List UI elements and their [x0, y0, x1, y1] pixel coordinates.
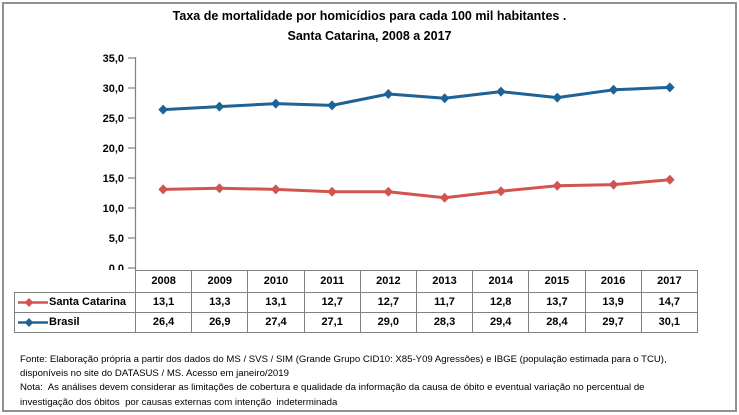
data-point-marker-brasil: [439, 93, 450, 104]
value-cell-santa-catarina: 13,3: [191, 292, 249, 313]
data-point-marker-brasil: [665, 82, 675, 93]
value-cell-santa-catarina: 13,9: [584, 292, 642, 313]
value-cell-brasil: 28,4: [528, 312, 586, 333]
value-cell-santa-catarina: 13,7: [528, 292, 586, 313]
value-cell-santa-catarina: 12,8: [472, 292, 530, 313]
chart-title-line2: Santa Catarina, 2008 a 2017: [287, 29, 452, 43]
value-cell-brasil: 28,3: [415, 312, 474, 333]
data-point-marker-santa-catarina: [665, 174, 675, 185]
footnote-source-line1: Fonte: Elaboração própria a partir dos d…: [20, 354, 667, 365]
legend-label: Santa Catarina: [49, 296, 127, 308]
chart-title: Taxa de mortalidade por homicídios para …: [0, 6, 739, 46]
value-cell-brasil: 27,4: [247, 312, 305, 333]
year-header-cell: 2010: [247, 270, 305, 293]
data-point-marker-santa-catarina: [496, 186, 506, 197]
value-cell-santa-catarina: 12,7: [359, 292, 417, 313]
legend-cell-santa-catarina: Santa Catarina: [14, 292, 136, 313]
footnote: Fonte: Elaboração própria a partir dos d…: [20, 353, 725, 410]
legend-marker-icon: [18, 318, 48, 327]
data-point-marker-santa-catarina: [158, 184, 168, 195]
y-axis-label: 0,0: [109, 263, 124, 270]
y-axis-label: 15,0: [103, 173, 124, 185]
value-cell-brasil: 26,9: [191, 312, 249, 333]
legend-key-brasil: Brasil: [16, 314, 135, 332]
year-header-cell: 2013: [415, 270, 474, 293]
data-point-marker-brasil: [327, 100, 337, 111]
table-corner-cell: [15, 271, 136, 293]
value-cell-santa-catarina: 14,7: [640, 292, 699, 313]
data-table-body: 2008 2009 2010 2011 2012 2013 2014 2015 2016 2017…: [14, 270, 699, 333]
data-point-marker-santa-catarina: [214, 183, 225, 194]
year-header-cell: 2017: [640, 270, 699, 293]
value-cell-brasil: 26,4: [134, 312, 193, 333]
data-point-marker-santa-catarina: [327, 186, 337, 197]
series-line-santa-catarina: [161, 178, 672, 200]
data-table: 2008 2009 2010 2011 2012 2013 2014 2015 2016 2017…: [14, 270, 699, 333]
value-cell-santa-catarina: 13,1: [134, 292, 193, 313]
y-axis-label: 5,0: [109, 233, 124, 245]
year-header-cell: 2012: [359, 270, 417, 293]
value-cell-brasil: 27,1: [303, 312, 361, 333]
value-cell-brasil: 29,7: [584, 312, 642, 333]
year-header-cell: 2016: [584, 270, 642, 293]
footnote-note-line2: investigação dos óbitos por causas exter…: [20, 396, 338, 408]
y-axis-label: 30,0: [103, 83, 124, 95]
year-header-cell: 2008: [134, 270, 193, 293]
footnote-note-line1: Nota: As análises devem considerar as li…: [20, 382, 645, 394]
year-header-cell: 2014: [472, 270, 530, 293]
year-header-cell: 2009: [191, 270, 249, 293]
year-header-cell: 2011: [303, 270, 361, 293]
year-header-row: 2008 2009 2010 2011 2012 2013 2014 2015 2016 2017: [15, 270, 699, 293]
data-point-marker-brasil: [608, 84, 619, 95]
y-axis-label: 10,0: [103, 203, 124, 215]
legend-cell-brasil: Brasil: [14, 312, 136, 333]
data-point-marker-santa-catarina: [270, 184, 281, 195]
value-cell-brasil: 30,1: [640, 312, 699, 333]
footnote-source-line2: disponíveis no site do DATASUS / MS. Ace…: [20, 368, 289, 380]
table-row-brasil: Brasil 26,4 26,9 27,4 27,1 29,0 28,3 29,4 28,4 29…: [14, 312, 699, 333]
legend-marker-icon: [18, 298, 48, 307]
data-point-marker-brasil: [214, 101, 225, 112]
data-point-marker-santa-catarina: [608, 179, 619, 190]
legend-key-santa-catarina: Santa Catarina: [16, 294, 135, 312]
data-point-marker-brasil: [383, 89, 394, 99]
value-cell-brasil: 29,4: [472, 312, 530, 333]
data-point-marker-santa-catarina: [439, 192, 450, 203]
value-cell-santa-catarina: 12,7: [303, 292, 361, 313]
data-point-marker-brasil: [496, 86, 506, 97]
data-point-marker-santa-catarina: [552, 180, 563, 191]
chart-title-line1: Taxa de mortalidade por homicídios para …: [172, 9, 567, 23]
data-point-marker-brasil: [552, 92, 563, 103]
y-axis-label: 20,0: [103, 143, 124, 155]
data-point-marker-brasil: [158, 104, 168, 115]
value-cell-santa-catarina: 11,7: [415, 292, 474, 313]
year-header-cell: 2015: [528, 270, 586, 293]
legend-label: Brasil: [49, 316, 80, 328]
y-axis-label: 35,0: [103, 53, 124, 65]
data-point-marker-brasil: [270, 98, 281, 109]
table-row-santa-catarina: Santa Catarina 13,1 13,3 13,1 12,7 12,7 11,7 12…: [14, 292, 699, 313]
data-point-marker-santa-catarina: [383, 186, 394, 197]
series-line-brasil: [161, 85, 672, 112]
y-axis-label: 25,0: [103, 113, 124, 125]
value-cell-santa-catarina: 13,1: [247, 292, 305, 313]
plot-svg: 35,0 30,0 25,0 20,0 15,0 10,0 5,0 0,0: [103, 53, 675, 270]
value-cell-brasil: 29,0: [359, 312, 417, 333]
